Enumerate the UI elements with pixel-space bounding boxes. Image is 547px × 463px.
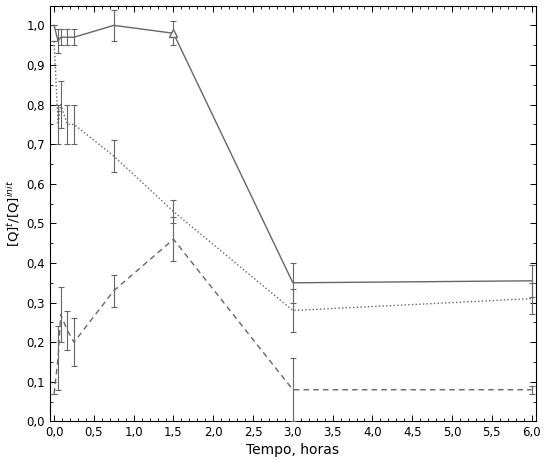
X-axis label: Tempo, horas: Tempo, horas [246, 444, 339, 457]
Y-axis label: [Q]$^t$/[Q]$^{init}$: [Q]$^t$/[Q]$^{init}$ [5, 180, 22, 247]
